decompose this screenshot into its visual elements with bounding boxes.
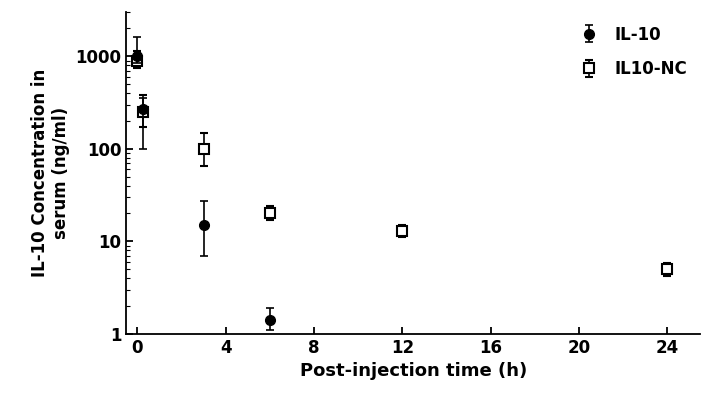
X-axis label: Post-injection time (h): Post-injection time (h) [300,362,527,380]
Y-axis label: IL-10 Concentration in
serum (ng/ml): IL-10 Concentration in serum (ng/ml) [31,69,70,277]
Legend: IL-10, IL10-NC: IL-10, IL10-NC [567,20,692,83]
